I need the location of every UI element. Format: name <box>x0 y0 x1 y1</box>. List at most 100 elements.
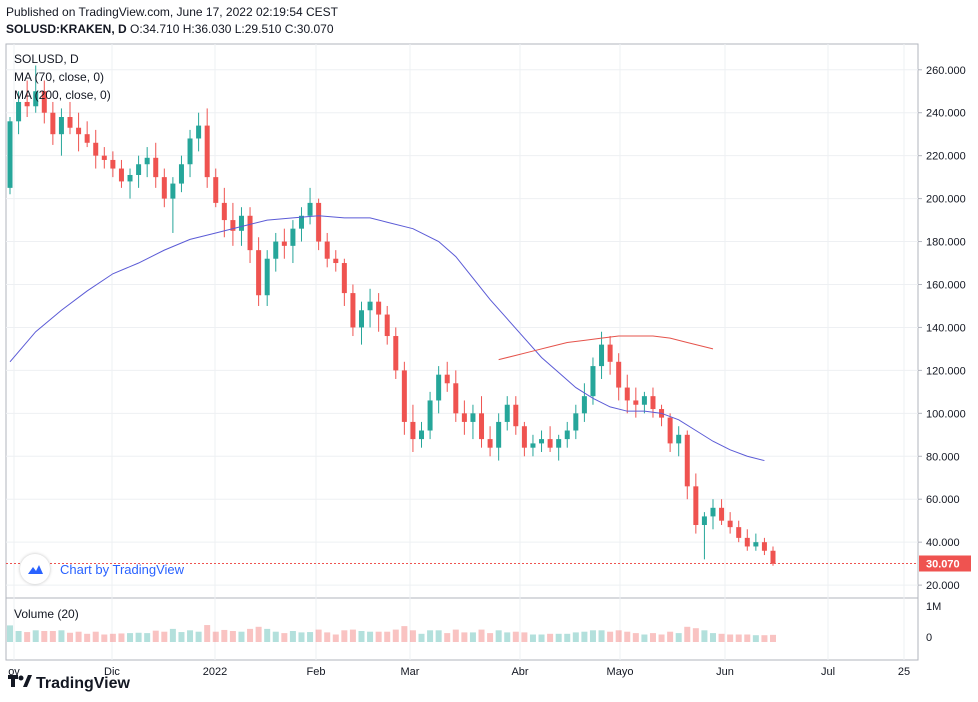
volume-bar <box>67 632 74 642</box>
x-tick-label: Jun <box>716 666 734 678</box>
volume-bar <box>735 634 742 642</box>
candle-body <box>521 426 527 448</box>
watermark-text: Chart by TradingView <box>60 561 185 577</box>
volume-bar <box>109 633 116 642</box>
x-tick-label: Abr <box>511 666 528 678</box>
x-tick-label: Jul <box>821 666 835 678</box>
volume-bar <box>24 632 31 642</box>
volume-bar <box>272 631 279 642</box>
volume-bar <box>512 631 519 642</box>
y-tick-label: 100.000 <box>926 408 966 420</box>
candle-body <box>67 117 73 128</box>
volume-bar <box>307 632 314 642</box>
volume-bar <box>135 632 142 642</box>
volume-pane <box>7 625 776 642</box>
volume-bar <box>692 628 699 642</box>
candle-body <box>547 439 553 448</box>
volume-bar <box>487 633 494 642</box>
candle-body <box>513 404 519 427</box>
volume-bar <box>298 632 305 642</box>
volume-bar <box>538 634 545 642</box>
volume-bar <box>127 633 134 642</box>
candle-body <box>238 215 244 231</box>
volume-bar <box>367 631 374 642</box>
volume-bar <box>84 633 91 642</box>
volume-bar <box>589 630 596 642</box>
tradingview-watermark[interactable]: Chart by TradingView <box>20 554 184 584</box>
candle-body <box>84 134 90 143</box>
volume-bar <box>564 633 571 642</box>
candle-body <box>170 183 176 199</box>
volume-bar <box>658 634 665 642</box>
volume-bar <box>555 633 562 642</box>
y-tick-label: 120.000 <box>926 365 966 377</box>
volume-bar <box>624 631 631 642</box>
candle-body <box>504 404 510 422</box>
volume-bar <box>281 633 288 642</box>
volume-bar <box>58 630 65 642</box>
candle-body <box>33 91 39 107</box>
volume-bar <box>255 626 262 642</box>
candle-body <box>350 293 356 328</box>
candle-body <box>298 215 304 229</box>
candle-body <box>564 430 570 440</box>
volume-bar <box>358 631 365 642</box>
candle-body <box>693 486 699 525</box>
volume-bar <box>572 632 579 642</box>
candle-body <box>7 121 13 188</box>
volume-bar <box>289 631 296 642</box>
volume-bar <box>75 631 82 642</box>
candle-body <box>736 527 742 538</box>
volume-bar <box>504 632 511 642</box>
ma70-line <box>9 215 765 462</box>
volume-bar <box>195 631 202 642</box>
candle-body <box>710 507 716 517</box>
volume-bar <box>649 633 656 642</box>
volume-bar <box>529 634 536 642</box>
candle-body <box>281 241 287 246</box>
candle-body <box>684 434 690 487</box>
y-tick-label: 180.000 <box>926 237 966 249</box>
candle-body <box>607 344 613 362</box>
candle-body <box>16 101 22 122</box>
candle-body <box>410 421 416 440</box>
volume-bar <box>615 630 622 642</box>
tradingview-brand[interactable]: TradingView <box>8 674 130 693</box>
candle-body <box>127 174 133 182</box>
candle-body <box>436 374 442 401</box>
candle-body <box>230 220 236 231</box>
candle-body <box>213 177 219 203</box>
tradingview-cloud-icon <box>20 554 50 584</box>
candle-body <box>427 400 433 431</box>
candle-body <box>599 344 605 367</box>
volume-bar <box>478 629 485 642</box>
y-tick-label: 160.000 <box>926 279 966 291</box>
candle-body <box>110 159 116 169</box>
candle-body <box>479 413 485 440</box>
candle-body <box>178 164 184 184</box>
candle-body <box>393 336 399 371</box>
candle-body <box>419 430 425 440</box>
candle-body <box>719 507 725 521</box>
volume-bar <box>392 629 399 642</box>
volume-bar <box>7 625 13 642</box>
y-tick-label: 140.000 <box>926 322 966 334</box>
legend-volume: Volume (20) <box>14 607 79 621</box>
volume-bar <box>607 631 614 642</box>
volume-bar <box>581 631 588 642</box>
volume-bar <box>418 633 425 642</box>
volume-bar <box>15 631 22 642</box>
candle-body <box>93 142 99 156</box>
volume-bar <box>598 630 605 642</box>
volume-bar <box>144 633 151 642</box>
volume-tick-label: 0 <box>926 632 932 644</box>
y-tick-label: 20.000 <box>926 580 960 592</box>
candles <box>7 65 776 566</box>
axes: 260.000 240.000 220.000 200.000 180.000 160.0… <box>8 65 971 678</box>
candle-body <box>247 215 253 251</box>
candle-body <box>667 417 673 444</box>
volume-bar <box>178 632 185 642</box>
candle-body <box>573 413 579 431</box>
candle-body <box>744 537 750 547</box>
